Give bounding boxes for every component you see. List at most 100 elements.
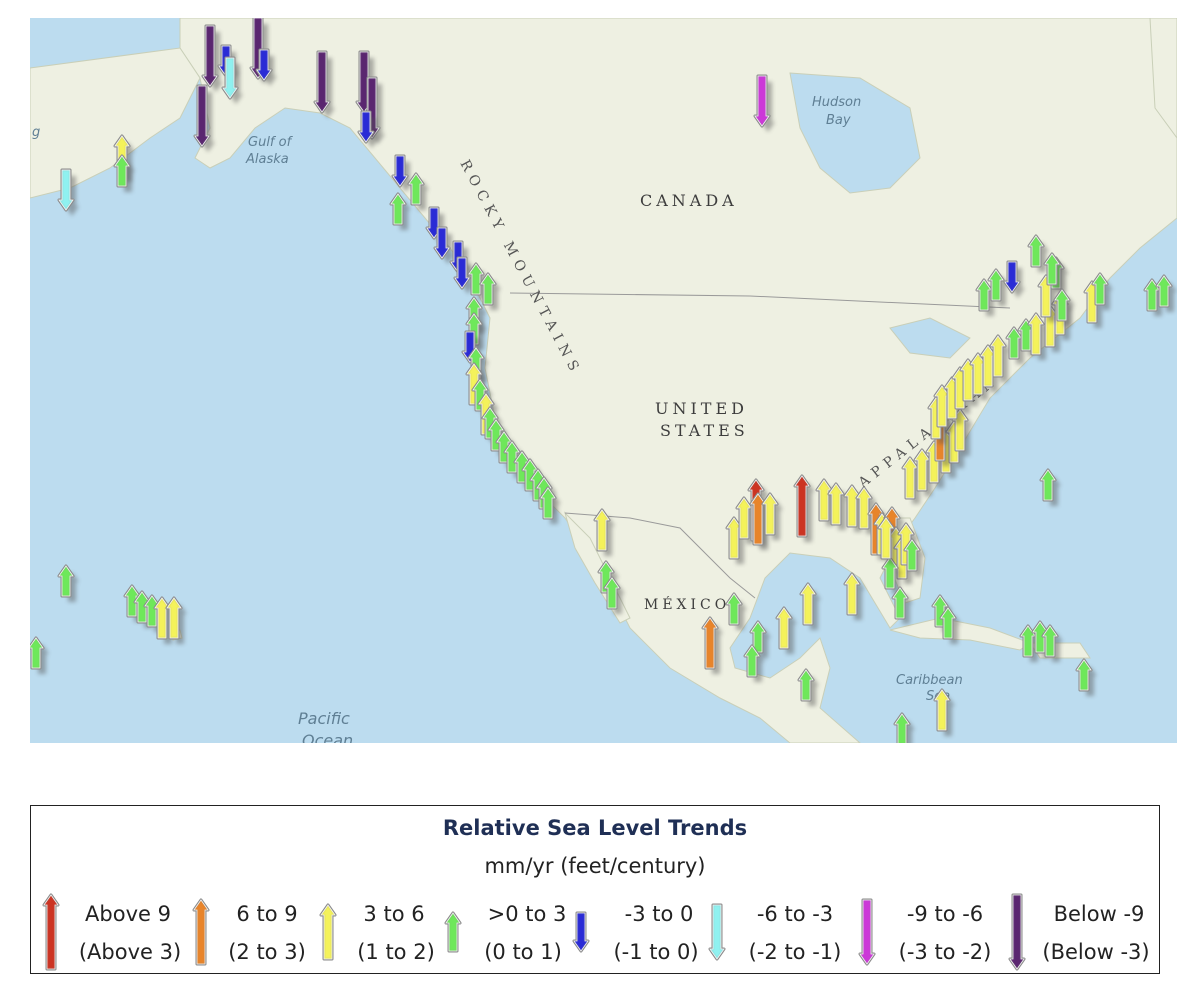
trend-arrow-down[interactable]: [753, 74, 775, 132]
trend-arrow-down[interactable]: [357, 110, 379, 148]
label-gulf-of-alaska-1: Gulf of: [248, 135, 294, 150]
trend-arrow-up[interactable]: [1027, 312, 1049, 360]
legend-item-minus-6-to-minus-3: -6 to -3 (-2 to -1): [703, 892, 853, 972]
trend-arrow-down[interactable]: [313, 50, 335, 118]
legend-feet-label: (-2 to -1): [748, 940, 842, 964]
trend-arrow-up[interactable]: [743, 644, 765, 682]
trend-arrow-up[interactable]: [797, 668, 819, 706]
down-arrow-blue-icon: [572, 911, 590, 953]
trend-arrow-up[interactable]: [1075, 658, 1097, 696]
trend-arrow-up[interactable]: [799, 582, 821, 630]
trend-arrow-up[interactable]: [319, 903, 337, 961]
trend-arrow-up[interactable]: [1091, 272, 1113, 310]
trend-arrow-down[interactable]: [1008, 893, 1026, 971]
trend-arrow-up[interactable]: [987, 268, 1009, 306]
up-arrow-red-icon: [42, 893, 60, 971]
legend-item-above-9: Above 9 (Above 3): [37, 892, 187, 972]
trend-arrow-up[interactable]: [444, 911, 462, 953]
trend-arrow-up[interactable]: [42, 893, 60, 971]
legend-range-label: -3 to 0: [624, 902, 694, 926]
label-united: UNITED: [655, 399, 748, 418]
trend-arrow-up[interactable]: [843, 572, 865, 620]
trend-arrow-down[interactable]: [391, 154, 413, 192]
legend: Relative Sea Level Trends mm/yr (feet/ce…: [30, 805, 1160, 974]
trend-arrow-up[interactable]: [603, 576, 625, 614]
label-pacific-ocean-1: Pacific: [298, 709, 350, 728]
legend-feet-label: (0 to 1): [484, 940, 562, 964]
trend-arrow-up[interactable]: [933, 688, 955, 736]
trend-arrow-up[interactable]: [192, 898, 210, 966]
trend-arrow-down[interactable]: [708, 903, 726, 961]
trend-arrow-up[interactable]: [881, 556, 903, 594]
trend-arrow-down[interactable]: [57, 168, 79, 216]
down-arrow-magenta-icon: [858, 898, 876, 966]
label-hudson-bay-1: Hudson: [812, 95, 861, 110]
trend-arrow-up[interactable]: [165, 596, 187, 644]
label-edge-letter: g: [32, 125, 40, 140]
legend-title: Relative Sea Level Trends: [442, 816, 748, 840]
trend-arrow-up[interactable]: [1019, 624, 1041, 662]
trend-arrow-up[interactable]: [407, 172, 429, 210]
trend-arrow-up[interactable]: [793, 474, 815, 542]
trend-arrow-up[interactable]: [593, 508, 615, 556]
trend-arrow-up[interactable]: [1041, 624, 1063, 662]
trend-arrow-up[interactable]: [901, 456, 923, 504]
trend-arrow-down[interactable]: [201, 24, 223, 92]
label-canada: CANADA: [640, 191, 738, 210]
trend-markers[interactable]: [30, 18, 1177, 743]
trend-arrow-up[interactable]: [725, 592, 747, 630]
land-north-america: [179, 18, 1177, 743]
down-arrow-cyan-icon: [708, 903, 726, 961]
trend-arrow-up[interactable]: [1053, 288, 1075, 326]
trend-arrow-up[interactable]: [1037, 274, 1059, 322]
trend-arrow-up[interactable]: [539, 486, 561, 524]
trend-arrow-up[interactable]: [893, 712, 915, 743]
trend-arrow-down[interactable]: [255, 48, 277, 86]
label-pacific-ocean-2: Ocean: [302, 731, 353, 743]
legend-range-label: 3 to 6: [363, 902, 425, 926]
legend-range-label: 6 to 9: [236, 902, 298, 926]
trend-arrow-up[interactable]: [877, 516, 899, 564]
trend-arrow-up[interactable]: [57, 564, 79, 602]
trend-arrow-down[interactable]: [572, 911, 590, 953]
trend-arrow-up[interactable]: [113, 154, 135, 192]
sea-level-map[interactable]: CANADA UNITED STATES MÉXICO ROCKY MOUNTA…: [30, 18, 1177, 743]
trend-arrow-up[interactable]: [903, 538, 925, 576]
trend-arrow-down[interactable]: [858, 898, 876, 966]
trend-arrow-up[interactable]: [30, 636, 49, 674]
trend-arrow-down[interactable]: [433, 226, 455, 264]
trend-arrow-up[interactable]: [389, 192, 411, 230]
trend-arrow-up[interactable]: [891, 586, 913, 624]
trend-arrow-down[interactable]: [1003, 260, 1025, 298]
trend-arrow-up[interactable]: [939, 606, 961, 644]
border-us-canada: [509, 292, 1011, 309]
legend-range-label: -9 to -6: [906, 902, 984, 926]
land-northeast: [1149, 18, 1177, 139]
hudson-bay: [789, 72, 921, 194]
trend-arrow-up[interactable]: [775, 606, 797, 654]
legend-subtitle: mm/yr (feet/century): [484, 854, 706, 878]
up-arrow-orange-icon: [192, 898, 210, 966]
legend-range-label: -6 to -3: [756, 902, 834, 926]
legend-feet-label: (Above 3): [78, 940, 182, 964]
trend-arrow-up[interactable]: [761, 492, 783, 540]
trend-arrow-up[interactable]: [749, 620, 771, 658]
up-arrow-green-icon: [444, 911, 462, 953]
legend-range-label: >0 to 3: [487, 902, 567, 926]
legend-range-label: Below -9: [1053, 902, 1145, 926]
trend-arrow-up[interactable]: [1043, 252, 1065, 290]
legend-feet-label: (Below -3): [1042, 940, 1150, 964]
trend-arrow-down[interactable]: [221, 56, 243, 104]
legend-item-3-to-6: 3 to 6 (1 to 2): [314, 892, 439, 972]
trend-arrow-up[interactable]: [1039, 468, 1061, 506]
trend-arrow-up[interactable]: [701, 616, 723, 674]
trend-arrow-up[interactable]: [827, 482, 849, 530]
trend-arrow-up[interactable]: [989, 334, 1011, 382]
legend-item-minus-9-to-minus-6: -9 to -6 (-3 to -2): [853, 892, 1003, 972]
label-hudson-bay-2: Bay: [826, 113, 851, 128]
trend-arrow-up[interactable]: [479, 272, 501, 310]
legend-feet-label: (1 to 2): [357, 940, 435, 964]
trend-arrow-up[interactable]: [1155, 274, 1177, 312]
trend-arrow-down[interactable]: [193, 84, 215, 152]
legend-item-6-to-9: 6 to 9 (2 to 3): [187, 892, 312, 972]
